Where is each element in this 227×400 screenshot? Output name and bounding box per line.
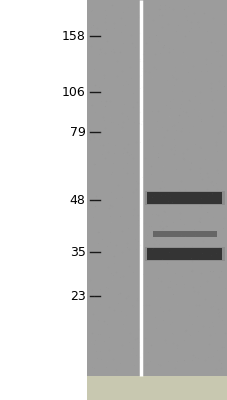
FancyBboxPatch shape xyxy=(144,247,224,261)
FancyBboxPatch shape xyxy=(144,191,224,205)
Text: 23: 23 xyxy=(69,290,85,302)
Text: 158: 158 xyxy=(61,30,85,42)
Text: 35: 35 xyxy=(69,246,85,258)
FancyBboxPatch shape xyxy=(86,376,227,400)
FancyBboxPatch shape xyxy=(142,0,227,376)
Text: 106: 106 xyxy=(62,86,85,98)
FancyBboxPatch shape xyxy=(86,0,227,376)
Text: 48: 48 xyxy=(69,194,85,206)
FancyBboxPatch shape xyxy=(152,231,216,237)
FancyBboxPatch shape xyxy=(146,248,221,260)
FancyBboxPatch shape xyxy=(86,0,140,376)
FancyBboxPatch shape xyxy=(146,192,221,204)
Text: 79: 79 xyxy=(69,126,85,138)
